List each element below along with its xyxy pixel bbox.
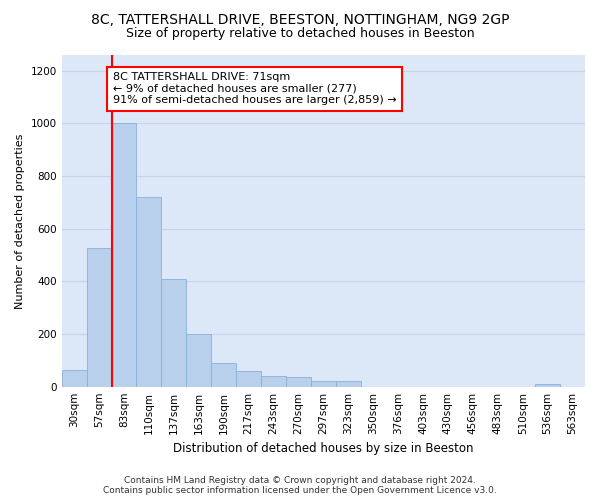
Bar [211,363,236,386]
Text: Size of property relative to detached houses in Beeston: Size of property relative to detached ho… [125,28,475,40]
Bar [186,334,211,386]
Bar [336,382,361,386]
Bar [286,378,311,386]
Text: Contains HM Land Registry data © Crown copyright and database right 2024.
Contai: Contains HM Land Registry data © Crown c… [103,476,497,495]
Y-axis label: Number of detached properties: Number of detached properties [15,133,25,308]
Text: 8C TATTERSHALL DRIVE: 71sqm
← 9% of detached houses are smaller (277)
91% of sem: 8C TATTERSHALL DRIVE: 71sqm ← 9% of deta… [113,72,397,106]
Bar [535,384,560,386]
Text: 8C, TATTERSHALL DRIVE, BEESTON, NOTTINGHAM, NG9 2GP: 8C, TATTERSHALL DRIVE, BEESTON, NOTTINGH… [91,12,509,26]
Bar [236,371,261,386]
Bar [161,279,186,386]
Bar [136,197,161,386]
Bar [62,370,86,386]
Bar [86,248,112,386]
Bar [311,382,336,386]
Bar [261,376,286,386]
Bar [112,124,136,386]
X-axis label: Distribution of detached houses by size in Beeston: Distribution of detached houses by size … [173,442,473,455]
